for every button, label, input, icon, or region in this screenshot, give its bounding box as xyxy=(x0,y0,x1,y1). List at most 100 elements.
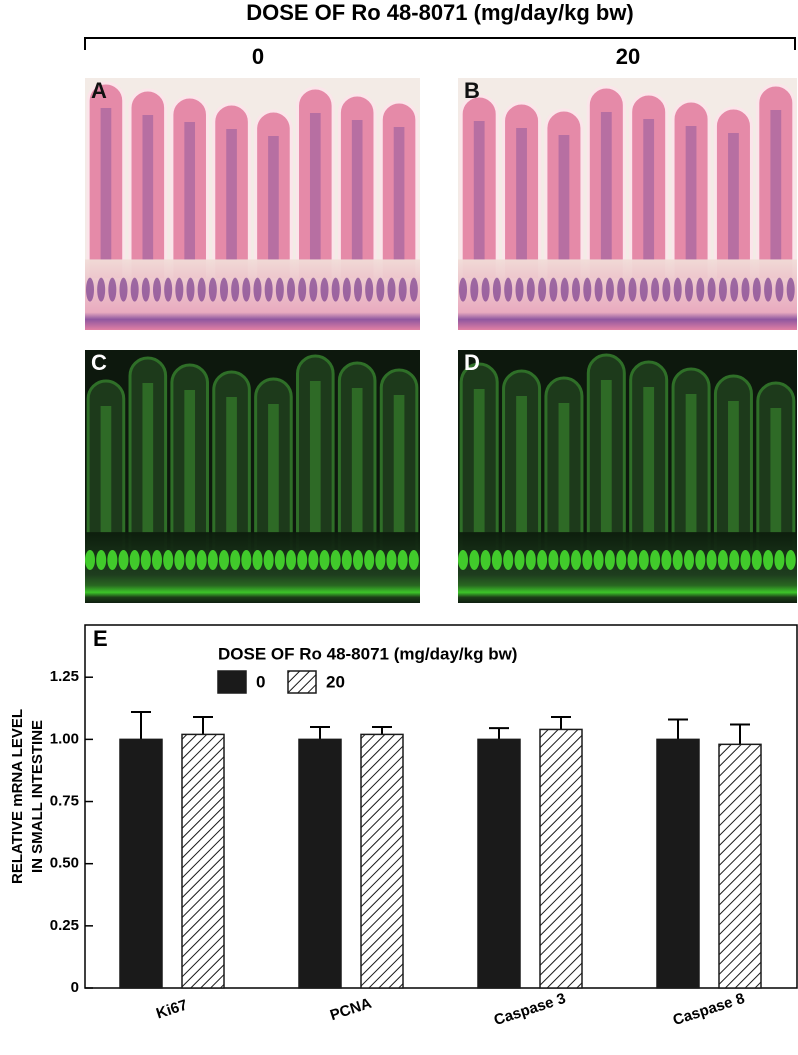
crypt-cell xyxy=(627,549,638,570)
crypt-cell xyxy=(275,277,284,302)
crypt-cell xyxy=(729,549,740,570)
crypt-cell xyxy=(538,277,547,302)
crypt-cell xyxy=(186,277,195,302)
crypt-cell xyxy=(140,549,151,570)
crypt-cell xyxy=(207,549,218,570)
crypt-cell xyxy=(741,277,750,302)
crypt-cell xyxy=(174,549,185,570)
y-tick-label: 0.75 xyxy=(50,792,79,809)
crypt-cell xyxy=(470,277,479,302)
crypt-cell xyxy=(458,549,468,570)
plot-frame xyxy=(84,624,798,989)
crypt-cell xyxy=(264,277,273,302)
crypt-cell xyxy=(386,549,397,570)
crypt-cell xyxy=(662,277,671,302)
crypt-cell xyxy=(583,277,592,302)
crypt-cell xyxy=(152,549,162,570)
crypt-cell xyxy=(617,277,626,302)
crypt-cell xyxy=(560,277,569,302)
crypt-cell xyxy=(319,549,330,570)
panel-label: B xyxy=(464,78,480,103)
crypt-cell xyxy=(97,277,106,302)
crypt-cell xyxy=(252,549,263,570)
crypt-cell xyxy=(297,549,308,570)
crypt-cell xyxy=(341,549,352,570)
crypt-cell xyxy=(661,549,672,570)
crypt-cell xyxy=(605,277,614,302)
crypt-band xyxy=(85,259,420,330)
crypt-cell xyxy=(130,277,139,302)
micrograph xyxy=(85,350,420,603)
bar xyxy=(656,738,700,989)
crypt-cell xyxy=(241,549,252,570)
legend-label: 0 xyxy=(256,672,265,691)
crypt-cell xyxy=(593,549,604,570)
crypt-cell xyxy=(274,549,285,570)
crypt-cell xyxy=(751,549,762,570)
crypt-cell xyxy=(616,549,627,570)
crypt-band xyxy=(458,259,797,330)
y-tick-label: 0.50 xyxy=(50,855,79,872)
crypt-cell xyxy=(785,549,796,570)
crypt-cell xyxy=(730,277,739,302)
crypt-cell xyxy=(717,549,728,570)
crypt-cell xyxy=(208,277,217,302)
crypt-cell xyxy=(353,549,363,570)
crypt-cell xyxy=(163,549,174,570)
crypt-cell xyxy=(242,277,251,302)
crypt-cell xyxy=(253,277,262,302)
crypt-cell xyxy=(107,549,118,570)
crypt-cell xyxy=(196,549,207,570)
bar xyxy=(718,743,762,989)
legend-label: 20 xyxy=(326,672,345,691)
crypt-cell xyxy=(118,549,129,570)
crypt-cell xyxy=(695,549,706,570)
crypt-cell xyxy=(408,549,419,570)
crypt-cell xyxy=(409,277,418,302)
panel-label: C xyxy=(91,350,107,375)
crypt-band xyxy=(85,532,420,603)
crypt-cell xyxy=(96,549,107,570)
bar xyxy=(119,738,163,989)
crypt-cell xyxy=(398,277,407,302)
bar xyxy=(181,733,225,989)
crypt-cell xyxy=(752,277,761,302)
crypt-cell xyxy=(230,549,241,570)
y-tick-label: 1.00 xyxy=(50,730,79,747)
header-title: DOSE OF Ro 48-8071 (mg/day/kg bw) xyxy=(246,0,634,25)
crypt-cell xyxy=(571,549,581,570)
crypt-cell xyxy=(175,277,184,302)
crypt-cell xyxy=(129,549,140,570)
bar xyxy=(477,738,521,989)
crypt-cell xyxy=(525,549,536,570)
crypt-cell xyxy=(549,277,558,302)
crypt-cell xyxy=(775,277,784,302)
y-tick-label: 0 xyxy=(71,979,79,996)
crypt-cell xyxy=(308,549,319,570)
crypt-cell xyxy=(364,549,375,570)
legend-swatch xyxy=(287,670,317,694)
panel-label: E xyxy=(93,626,108,651)
micrograph xyxy=(458,78,797,330)
crypt-cell xyxy=(287,277,295,302)
panel-label: D xyxy=(464,350,480,375)
micrographs: A B C D xyxy=(85,78,797,603)
y-tick-label: 1.25 xyxy=(50,668,79,685)
crypt-cell xyxy=(572,277,580,302)
crypt-cell xyxy=(594,277,603,302)
crypt-cell xyxy=(365,277,374,302)
micrograph xyxy=(458,350,797,603)
crypt-cell xyxy=(298,277,307,302)
crypt-cell xyxy=(515,277,524,302)
crypt-cell xyxy=(231,277,240,302)
crypt-cell xyxy=(387,277,396,302)
crypt-cell xyxy=(526,277,535,302)
crypt-cell xyxy=(492,277,501,302)
crypt-cell xyxy=(459,277,467,302)
x-tick-label: Caspase 3 xyxy=(492,990,568,1029)
crypt-cell xyxy=(638,549,649,570)
crypt-cell xyxy=(375,549,386,570)
crypt-cell xyxy=(263,549,274,570)
micrograph xyxy=(85,78,420,330)
bar xyxy=(539,728,583,989)
